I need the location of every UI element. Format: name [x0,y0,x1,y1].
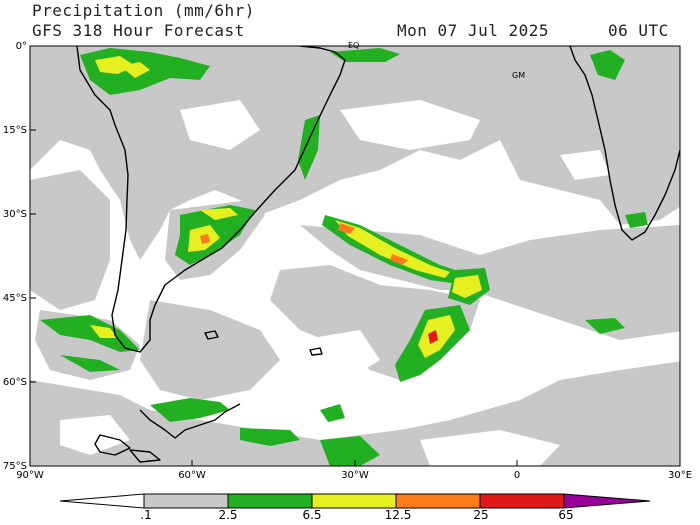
south-america-coast [76,46,346,353]
forecast-hour: 06 UTC [608,21,669,40]
island-outline [204,330,219,340]
colorbar [59,493,651,509]
africa-coast [569,46,680,241]
forecast-subtitle: GFS 318 Hour Forecast [32,21,245,40]
forecast-date: Mon 07 Jul 2025 [397,21,549,40]
colorbar-segment [395,493,481,509]
lat-label: 45°S [3,293,27,304]
colorbar-segment [479,493,565,509]
longitude-axis: 90°W 60°W 30°W 0 30°E [16,460,692,481]
lon-label: 0 [514,470,520,481]
colorbar-segment-lowest [59,493,145,509]
island-outline [309,347,323,356]
lon-label: 30°E [668,470,692,481]
island-outline [129,449,161,463]
colorbar-segment [143,493,229,509]
colorbar-label: 25 [473,508,489,522]
dry-areas [60,100,610,466]
lat-label: 60°S [3,377,27,388]
lon-label: 60°W [178,470,206,481]
colorbar-label: 65 [558,508,574,522]
lat-label: 75°S [3,461,27,472]
lat-label: 15°S [3,125,27,136]
colorbar-label: 6.5 [302,508,322,522]
intense-precip-spots [200,223,438,344]
colorbar-segment-highest [563,493,651,509]
colorbar-segment [311,493,397,509]
lon-label: 30°W [341,470,369,481]
greenwich-annotation: GM [512,71,525,80]
precip-layer [30,46,680,466]
antarctic-peninsula-coast [139,403,241,439]
colorbar-label: 12.5 [384,508,412,522]
island-outline [94,434,131,456]
colorbar-label: 2.5 [218,508,238,522]
coastlines [76,46,680,463]
colorbar-label: .1 [140,508,152,522]
lat-label: 0° [16,41,27,52]
lat-label: 30°S [3,209,27,220]
lon-label: 90°W [16,470,44,481]
map-title: Precipitation (mm/6hr) [32,1,255,20]
colorbar-segment [227,493,313,509]
latitude-axis: 0° 15°S 30°S 45°S 60°S 75°S [3,41,36,472]
